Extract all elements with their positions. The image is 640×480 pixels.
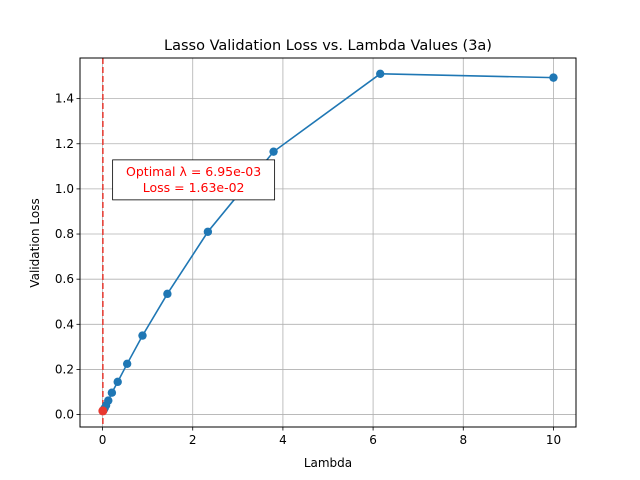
data-point (163, 289, 172, 299)
data-point (113, 377, 122, 387)
highlight-layer (98, 406, 108, 416)
data-point (138, 331, 147, 340)
plot-frame (79, 57, 577, 428)
x-tick-label: 0 (99, 433, 107, 447)
annotation-line: Optimal λ = 6.95e-03 (126, 164, 261, 179)
y-tick-label: 1.0 (55, 182, 74, 196)
y-tick-label: 0.0 (55, 408, 74, 422)
data-point (104, 396, 113, 405)
y-tick-label: 1.4 (55, 92, 74, 106)
y-tick-label: 0.4 (55, 317, 74, 331)
y-tick-label: 1.2 (55, 137, 74, 151)
y-axis-label: Validation Loss (28, 198, 42, 287)
ticks: 0 2 4 6 8 10 0.0 0.2 0.4 0.6 0.8 1.0 1.2 1.4 (55, 92, 561, 447)
x-tick-label: 4 (279, 433, 287, 447)
optimal-point (98, 406, 108, 416)
data-point (549, 73, 558, 82)
annotation-box (112, 159, 276, 201)
data-point (269, 147, 278, 156)
y-tick-label: 0.2 (55, 362, 74, 376)
x-tick-label: 8 (459, 433, 467, 447)
x-tick-label: 6 (369, 433, 377, 447)
data-point (203, 227, 213, 236)
chart-title: Lasso Validation Loss vs. Lambda Values … (164, 38, 492, 54)
data-point (122, 359, 132, 369)
y-tick-label: 0.6 (55, 272, 74, 286)
x-tick-label: 2 (189, 433, 197, 447)
x-axis-label: Lambda (304, 456, 352, 470)
data-point (107, 388, 117, 397)
y-tick-label: 0.8 (55, 227, 74, 241)
annotation-line: Loss = 1.63e-02 (143, 180, 245, 195)
data-point (376, 69, 385, 78)
x-tick-label: 10 (546, 433, 561, 447)
